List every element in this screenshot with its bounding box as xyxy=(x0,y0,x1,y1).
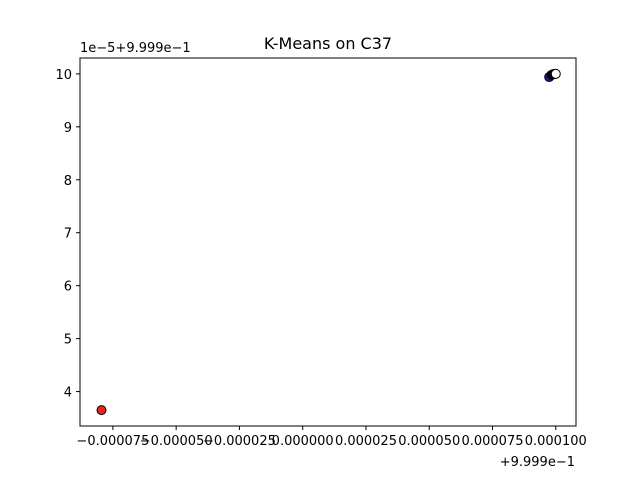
data-point xyxy=(550,68,561,79)
y-axis: 4 5 6 7 8 9 10 xyxy=(55,68,80,401)
y-tick-label: 8 xyxy=(64,174,72,189)
scatter-points xyxy=(96,68,561,416)
data-point xyxy=(96,405,107,416)
x-tick-label: −0.000075 xyxy=(76,434,149,449)
y-tick-label: 5 xyxy=(64,333,72,348)
y-tick-label: 6 xyxy=(64,280,72,295)
chart-title: K-Means on C37 xyxy=(264,34,392,53)
y-tick-label: 10 xyxy=(55,68,72,83)
x-tick-label: 0.000000 xyxy=(272,434,334,449)
y-offset-label: 1e−5+9.999e−1 xyxy=(80,41,191,56)
y-tick-label: 7 xyxy=(64,227,72,242)
plot-frame xyxy=(79,57,577,427)
x-tick-label: 0.000025 xyxy=(335,434,397,449)
x-tick-label: 0.000100 xyxy=(525,434,587,449)
x-tick-label: 0.000075 xyxy=(461,434,523,449)
y-tick-label: 4 xyxy=(64,386,72,401)
x-offset-label: +9.999e−1 xyxy=(500,455,575,470)
x-tick-label: 0.000050 xyxy=(398,434,460,449)
x-tick-label: −0.000025 xyxy=(203,434,276,449)
x-tick-label: −0.000050 xyxy=(140,434,213,449)
y-tick-label: 9 xyxy=(64,121,72,136)
